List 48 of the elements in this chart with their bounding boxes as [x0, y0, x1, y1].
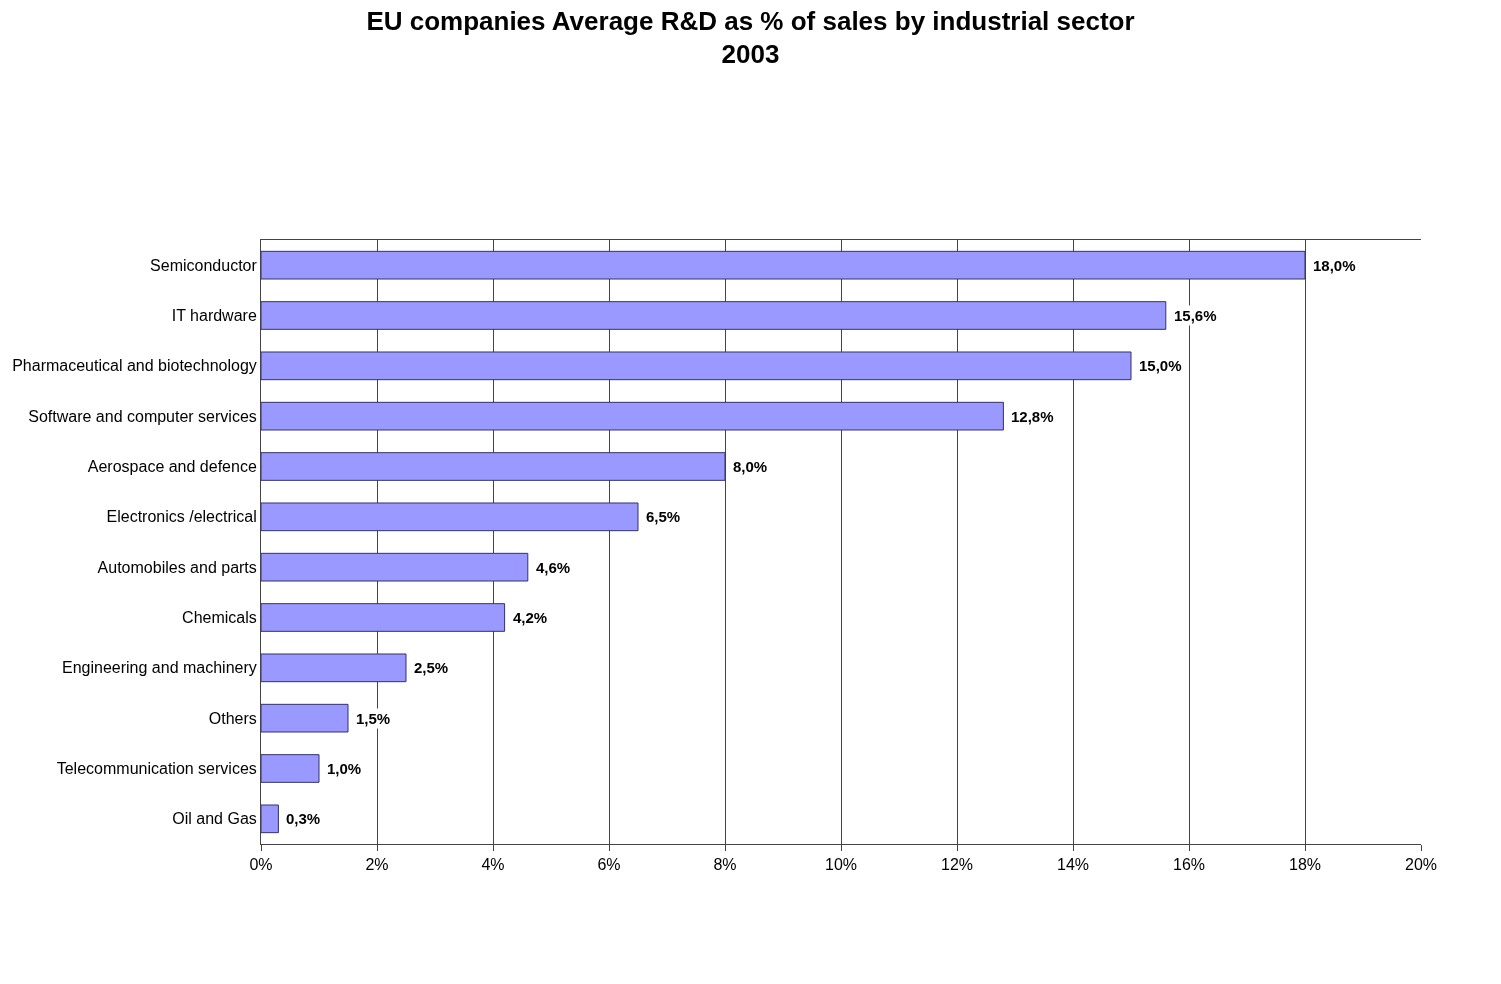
bar [261, 250, 1306, 280]
y-tick-label: Electronics /electrical [106, 508, 257, 526]
x-tick-label: 16% [1172, 856, 1206, 874]
x-tick-label: 12% [940, 856, 974, 874]
bar [261, 653, 407, 683]
data-label: 0,3% [286, 810, 321, 827]
data-label: 4,2% [513, 609, 548, 626]
y-tick-label: IT hardware [171, 307, 257, 325]
bar [261, 552, 529, 582]
y-tick-label: Telecommunication services [56, 760, 257, 778]
y-tick-label: Software and computer services [28, 407, 257, 425]
bar [261, 804, 279, 834]
x-tick-label: 4% [481, 856, 505, 874]
bar [261, 754, 320, 783]
y-tick-label: Engineering and machinery [62, 659, 257, 677]
data-label: 2,5% [414, 659, 449, 676]
x-tick-label: 0% [249, 856, 273, 874]
x-tick-label: 18% [1288, 856, 1322, 874]
bar [261, 703, 349, 733]
bar [261, 301, 1167, 330]
y-tick-label: Aerospace and defence [87, 458, 257, 476]
y-tick-label: Oil and Gas [172, 810, 257, 828]
y-tick-label: Semiconductor [150, 256, 258, 274]
data-label: 12,8% [1011, 408, 1054, 425]
bar [261, 351, 1132, 381]
data-label: 1,5% [356, 710, 391, 727]
x-tick-label: 6% [597, 856, 621, 874]
x-tick-label: 8% [713, 856, 737, 874]
y-tick-label: Pharmaceutical and biotechnology [12, 357, 257, 375]
data-label: 4,6% [536, 559, 571, 576]
x-tick-label: 10% [824, 856, 858, 874]
bar [261, 502, 639, 532]
x-tick-label: 2% [365, 856, 389, 874]
bar [261, 401, 1004, 431]
chart-title: EU companies Average R&D as % of sales by industrial sector 2003 [366, 5, 1135, 70]
data-label: 8,0% [733, 458, 768, 475]
x-tick-label: 14% [1056, 856, 1090, 874]
bar [261, 603, 506, 632]
y-tick-label: Others [208, 709, 257, 727]
x-tick-label: 20% [1404, 856, 1438, 874]
data-label: 6,5% [646, 508, 681, 525]
data-label: 15,6% [1174, 307, 1217, 324]
y-tick-label: Automobiles and parts [97, 558, 257, 576]
bar [261, 452, 726, 481]
data-label: 18,0% [1313, 257, 1356, 274]
y-tick-label: Chemicals [182, 609, 257, 627]
data-label: 1,0% [327, 760, 362, 777]
data-label: 15,0% [1139, 357, 1182, 374]
